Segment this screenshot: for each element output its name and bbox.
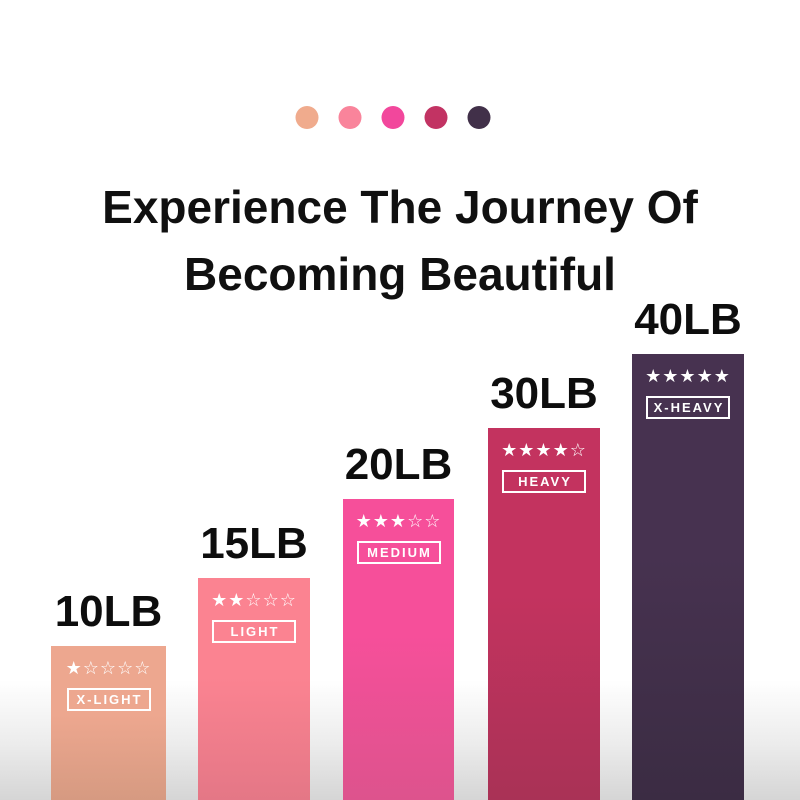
color-palette-dots: [295, 106, 491, 129]
star-rating: ★★★☆☆: [355, 511, 442, 532]
band-column: 20LB ★★★☆☆ MEDIUM: [343, 437, 454, 800]
resistance-band-bar: ★★★★☆ HEAVY: [488, 428, 600, 800]
resistance-band-bar: ★★★☆☆ MEDIUM: [343, 499, 454, 800]
band-level-badge: X-LIGHT: [66, 688, 151, 711]
star-rating: ★★★★★: [645, 366, 731, 387]
band-weight-label: 40LB: [634, 295, 742, 344]
band-weight-label: 15LB: [200, 519, 308, 568]
page-title: Experience The Journey Of Becoming Beaut…: [0, 174, 800, 308]
band-weight-label: 20LB: [344, 440, 453, 489]
palette-dot-3: [381, 106, 405, 129]
star-rating: ★★★★☆: [501, 440, 587, 461]
band-column: 15LB ★★☆☆☆ LIGHT: [198, 516, 310, 800]
band-weight-label: 10LB: [54, 587, 163, 636]
palette-dot-4: [424, 106, 448, 129]
band-level-badge: MEDIUM: [356, 541, 441, 564]
palette-dot-5: [467, 106, 491, 129]
band-column: 40LB ★★★★★ X-HEAVY: [632, 292, 744, 800]
page-title-line1: Experience The Journey Of: [102, 180, 698, 233]
star-rating: ★★☆☆☆: [211, 590, 297, 611]
star-rating: ★☆☆☆☆: [65, 658, 152, 679]
resistance-band-bar: ★☆☆☆☆ X-LIGHT: [51, 646, 166, 800]
band-level-badge: LIGHT: [212, 620, 296, 643]
band-weight-label: 30LB: [490, 369, 598, 418]
page-title-line2: Becoming Beautiful: [184, 247, 616, 300]
resistance-band-bar: ★★★★★ X-HEAVY: [632, 354, 744, 800]
palette-dot-2: [338, 106, 362, 129]
band-level-badge: HEAVY: [502, 470, 586, 493]
band-level-badge: X-HEAVY: [646, 396, 730, 419]
band-column: 30LB ★★★★☆ HEAVY: [488, 366, 600, 800]
band-column: 10LB ★☆☆☆☆ X-LIGHT: [51, 584, 166, 800]
resistance-band-bar: ★★☆☆☆ LIGHT: [198, 578, 310, 800]
palette-dot-1: [295, 106, 319, 129]
